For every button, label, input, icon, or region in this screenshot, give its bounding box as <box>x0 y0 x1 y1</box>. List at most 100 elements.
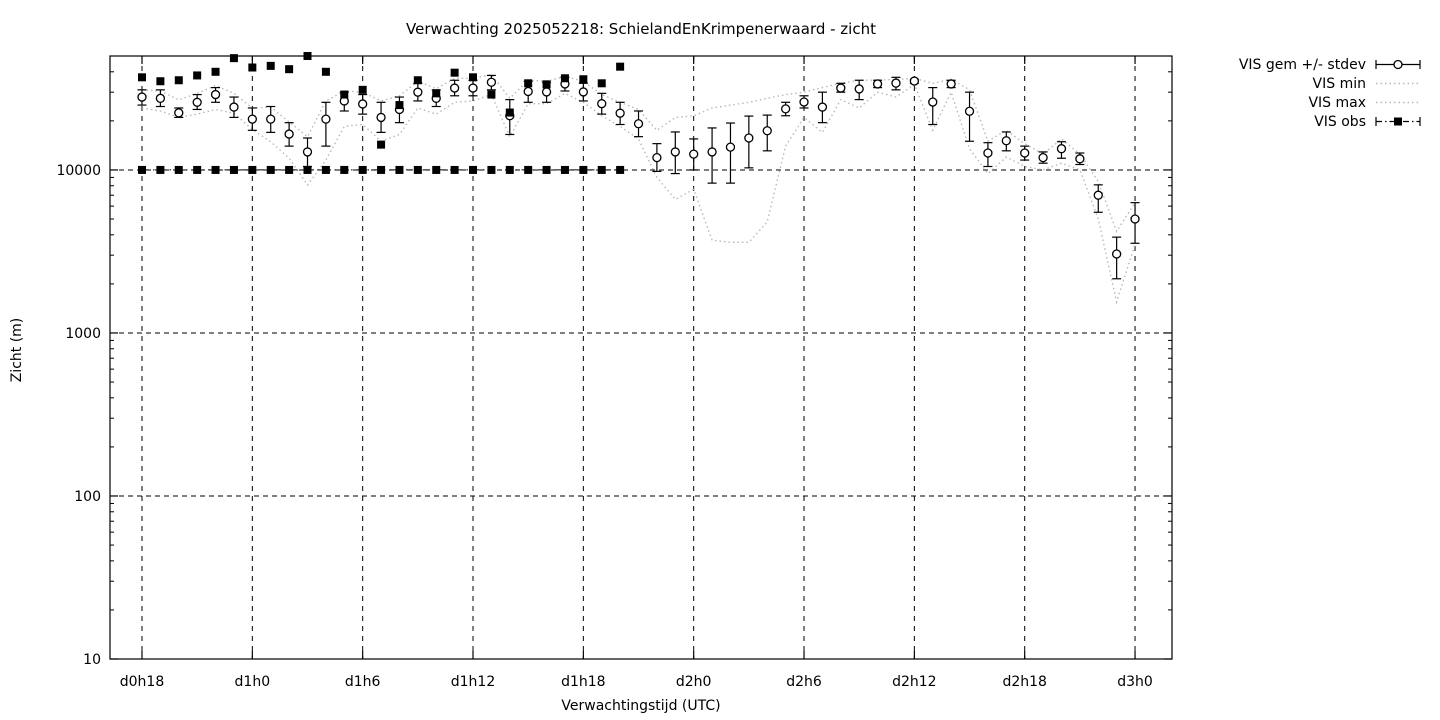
y-axis-label: Zicht (m) <box>9 317 25 383</box>
vis-gem-point <box>523 86 533 97</box>
plot-border <box>109 55 1173 660</box>
vis-gem-point <box>376 112 386 123</box>
vis-gem-point <box>266 114 276 124</box>
vis-obs-point <box>340 90 349 99</box>
vis-obs-point <box>174 76 183 85</box>
x-tick-label: d3h0 <box>1117 674 1153 690</box>
vis-gem-point <box>762 126 772 136</box>
vis-obs-point <box>450 165 459 174</box>
vis-gem-point <box>836 83 846 93</box>
vis-gem-point <box>707 147 717 157</box>
x-tick-label: d2h6 <box>786 674 822 690</box>
vis-obs-point <box>211 165 220 174</box>
vis-obs-point <box>156 165 165 174</box>
vis-gem-point <box>670 147 680 157</box>
vis-gem-point <box>1056 144 1067 154</box>
legend-item-vis-max: VIS max <box>1239 93 1422 112</box>
vis-gem-point <box>449 83 460 93</box>
y-tick-label: 10000 <box>56 163 101 179</box>
legend-label: VIS obs <box>1314 113 1366 130</box>
vis-obs-point <box>505 165 514 174</box>
vis-obs-point <box>377 165 386 174</box>
vis-gem-point <box>597 99 607 109</box>
vis-gem-point <box>174 108 184 118</box>
vis-gem-point <box>725 142 736 152</box>
vis-obs-point <box>579 75 588 84</box>
vis-gem-point <box>1038 152 1048 163</box>
vis-obs-point <box>340 165 349 174</box>
vis-obs-point <box>542 165 551 174</box>
vis-gem-point <box>541 87 552 97</box>
vis-obs-point <box>579 165 588 174</box>
vis-gem-point <box>1020 148 1030 158</box>
vis-obs-point <box>321 67 330 76</box>
vis-obs-point <box>560 74 569 83</box>
dashdot-square-icon <box>1375 117 1421 126</box>
vis-gem-point <box>780 104 791 114</box>
x-tick-label: d1h0 <box>235 674 271 690</box>
vis-obs-point <box>248 63 257 72</box>
vis-obs-point <box>597 79 606 88</box>
x-axis-label: Verwachtingstijd (UTC) <box>561 698 721 714</box>
vis-obs-point <box>524 165 533 174</box>
vis-obs-point <box>505 108 514 117</box>
y-tick-label: 1000 <box>65 326 101 342</box>
vis-obs-point <box>229 54 238 63</box>
legend-item-vis-min: VIS min <box>1239 74 1422 93</box>
vis-obs-point <box>156 77 165 86</box>
vis-gem-point <box>652 152 662 163</box>
x-tick-label: d2h12 <box>892 674 936 690</box>
x-tick-label: d2h18 <box>1002 674 1046 690</box>
vis-gem-point <box>1111 249 1122 259</box>
vis-gem-point <box>1093 190 1103 200</box>
vis-obs-point <box>193 165 202 174</box>
vis-obs-point <box>193 71 202 80</box>
vis-gem-point <box>689 149 699 159</box>
vis-obs-point <box>560 165 569 174</box>
chart-title: Verwachting 2025052218: SchielandEnKrimp… <box>406 20 876 38</box>
legend-label: VIS gem +/- stdev <box>1238 56 1366 73</box>
vis-obs-point <box>358 85 367 94</box>
legend-item-vis-gem: VIS gem +/- stdev <box>1239 55 1422 74</box>
vis-obs-point <box>413 76 422 85</box>
vis-obs-point <box>432 165 441 174</box>
vis-gem-point <box>946 79 956 89</box>
vis-gem-point <box>247 114 257 124</box>
vis-obs-point <box>174 165 183 174</box>
vis-obs-point <box>469 73 478 82</box>
vis-gem-point <box>799 97 809 107</box>
legend-item-vis-obs: VIS obs <box>1239 112 1422 131</box>
vis-gem-point <box>872 79 883 89</box>
vis-obs-point <box>487 90 496 99</box>
legend-label: VIS max <box>1308 94 1366 111</box>
legend: VIS gem +/- stdev VIS min VIS max VIS ob… <box>1239 55 1422 131</box>
vis-gem-point <box>284 129 294 139</box>
vis-gem-point <box>302 147 313 157</box>
vis-obs-point <box>211 67 220 76</box>
vis-obs-point <box>377 140 386 149</box>
vis-gem-point <box>817 102 828 112</box>
x-tick-label: d1h6 <box>345 674 381 690</box>
vis-obs-point <box>542 80 551 89</box>
vis-obs-point <box>266 165 275 174</box>
vis-obs-point <box>487 165 496 174</box>
vis-obs-point <box>321 165 330 174</box>
vis-obs-point <box>450 68 459 77</box>
vis-gem-point <box>137 92 147 102</box>
x-tick-label: d1h18 <box>561 674 605 690</box>
vis-obs-point <box>303 165 312 174</box>
vis-obs-point <box>616 165 625 174</box>
vis-gem-point <box>155 93 166 103</box>
vis-obs-point <box>413 165 422 174</box>
vis-obs-point <box>395 101 404 110</box>
vis-gem-point <box>854 84 864 94</box>
y-tick-label: 10 <box>83 652 101 668</box>
vis-gem-point <box>1001 136 1011 146</box>
vis-obs-point <box>137 165 146 174</box>
vis-gem-point <box>468 83 478 93</box>
vis-gem-point <box>909 76 920 86</box>
vis-gem-point <box>964 106 975 116</box>
vis-gem-point <box>578 87 588 97</box>
vis-gem-point <box>192 97 202 107</box>
